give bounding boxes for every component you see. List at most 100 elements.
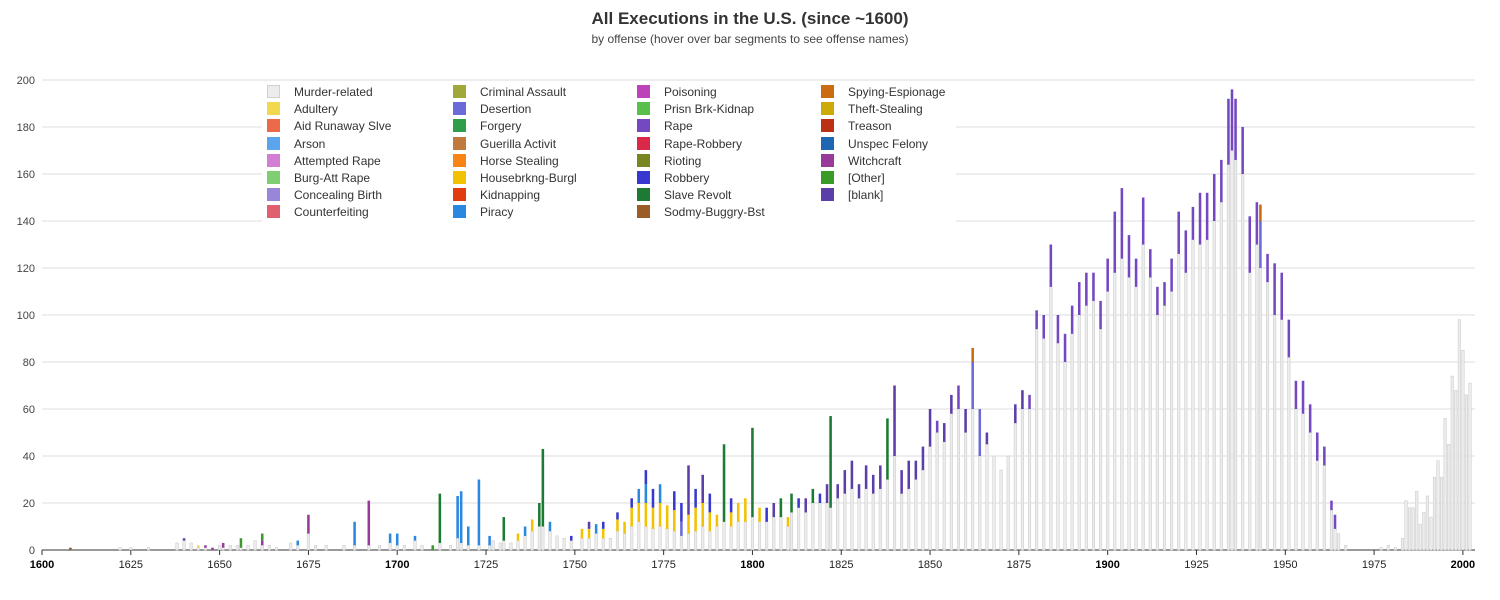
bar-segment[interactable]: 1834 — Murder-related: 24 <box>871 493 875 551</box>
bar-segment[interactable]: 1821 — Murder-related: 20 <box>825 502 829 551</box>
bar-segment[interactable]: 1756 — Murder-related: 7 <box>594 533 598 551</box>
bar-segment[interactable]: 1811 — Murder-related: 16 <box>790 512 794 551</box>
bar-segment[interactable]: 1995 — Murder-related: 56 <box>1443 418 1447 551</box>
bar-segment[interactable]: 1922 — Murder-related: 118 <box>1184 272 1188 551</box>
bar-segment[interactable]: 1710 — [Other]: 2 <box>431 545 435 550</box>
bar-segment[interactable]: 1723 — Piracy: 28 <box>477 479 481 546</box>
bar-segment[interactable]: 1788 — Housebrkng-Burgl: 8 <box>708 512 712 532</box>
bar-segment[interactable]: 1743 — Piracy: 4 <box>548 521 552 532</box>
bar-segment[interactable]: 1808 — Slave Revolt: 8 <box>779 498 783 518</box>
bar-segment[interactable]: 1644 — Adultery: 1 <box>197 545 200 548</box>
bar-segment[interactable]: 1754 — [blank]: 3 <box>587 521 591 529</box>
bar-segment[interactable]: 1854 — [blank]: 8 <box>942 423 946 442</box>
bar-segment[interactable]: 1782 — [blank]: 21 <box>687 465 690 515</box>
bar-segment[interactable]: 1959 — Rape: 12 <box>1315 432 1319 461</box>
bar-segment[interactable]: 1963 — Murder-related: 17 <box>1329 509 1333 551</box>
bar-segment[interactable]: 1898 — Murder-related: 94 <box>1099 328 1103 551</box>
bar-segment[interactable]: 1848 — [blank]: 10 <box>921 446 925 471</box>
bar-segment[interactable]: 1817 — Slave Revolt: 6 <box>811 488 815 503</box>
bar-segment[interactable]: 1914 — Rape: 12 <box>1156 286 1159 315</box>
bar-segment[interactable]: 1718 — Murder-related: 3 <box>459 542 463 551</box>
bar-segment[interactable]: 1856 — [blank]: 8 <box>950 394 953 414</box>
bar-segment[interactable]: 1815 — [blank]: 6 <box>804 498 808 513</box>
bar-segment[interactable]: 1792 — Murder-related: 12 <box>722 521 726 551</box>
bar-segment[interactable]: 1910 — Murder-related: 130 <box>1141 244 1145 551</box>
bar-segment[interactable]: 1981 — Murder-related: 1 <box>1393 547 1397 551</box>
bar-segment[interactable]: 1822 — Slave Revolt: 39 <box>829 416 832 508</box>
bar-segment[interactable]: 1745 — Murder-related: 6 <box>555 535 559 551</box>
bar-segment[interactable]: 1747 — Murder-related: 5 <box>562 538 566 551</box>
bar-segment[interactable]: 1680 — Murder-related: 2 <box>324 545 328 551</box>
bar-segment[interactable]: 1932 — Rape: 18 <box>1220 159 1223 203</box>
bar-segment[interactable]: 1770 — Murder-related: 10 <box>644 526 648 551</box>
bar-segment[interactable]: 1938 — Murder-related: 160 <box>1241 173 1245 551</box>
bar-segment[interactable]: 1766 — Robbery: 4 <box>630 498 633 508</box>
bar-segment[interactable]: 1790 — Housebrkng-Burgl: 5 <box>715 514 719 527</box>
bar-segment[interactable]: 1670 — Murder-related: 3 <box>289 542 293 551</box>
bar-segment[interactable]: 1844 — Murder-related: 26 <box>907 488 911 551</box>
bar-segment[interactable]: 1784 — Robbery: 8 <box>694 488 697 508</box>
bar-segment[interactable]: 1942 — Rape: 18 <box>1255 202 1259 245</box>
bar-segment[interactable]: 1914 — Murder-related: 100 <box>1155 314 1159 551</box>
bar-segment[interactable]: 1836 — Murder-related: 26 <box>878 488 882 551</box>
bar-segment[interactable]: 1906 — Murder-related: 116 <box>1127 277 1131 551</box>
bar-segment[interactable]: 1819 — Robbery: 4 <box>818 493 822 503</box>
bar-segment[interactable]: 1943 — Desertion: 20 <box>1259 221 1262 268</box>
bar-segment[interactable]: 1715 — Murder-related: 2 <box>448 545 453 551</box>
bar-segment[interactable]: 1712 — Murder-related: 3 <box>438 542 442 551</box>
bar-segment[interactable]: 1930 — Murder-related: 140 <box>1212 220 1216 551</box>
bar-segment[interactable]: 1778 — Housebrkng-Burgl: 9 <box>673 510 676 532</box>
bar-segment[interactable]: 1758 — Robbery: 3 <box>601 521 605 529</box>
bar-segment[interactable]: 1642 — Murder-related: 3 <box>189 542 193 551</box>
bar-segment[interactable]: 1810 — Housebrkng-Burgl: 4 <box>786 517 790 527</box>
bar-segment[interactable]: 1955 — Murder-related: 58 <box>1301 413 1305 551</box>
bar-segment[interactable]: 1852 — Murder-related: 50 <box>935 432 939 551</box>
bar-segment[interactable]: 1997 — Murder-related: 74 <box>1450 375 1454 551</box>
bar-segment[interactable]: 1651 — Witchcraft: 2 <box>221 542 225 548</box>
bar-segment[interactable]: 1916 — Rape: 10 <box>1163 282 1166 306</box>
bar-segment[interactable]: 1780 — Murder-related: 6 <box>679 535 683 551</box>
bar-segment[interactable]: 2002 — Murder-related: 71 <box>1468 382 1472 551</box>
bar-segment[interactable]: 1774 — Murder-related: 10 <box>658 526 662 551</box>
bar-segment[interactable]: 1774 — Piracy: 8 <box>658 484 662 503</box>
bar-segment[interactable]: 1723 — Murder-related: 2 <box>477 545 481 551</box>
bar-segment[interactable]: 1932 — Murder-related: 148 <box>1219 201 1223 551</box>
bar-segment[interactable]: 1832 — Murder-related: 26 <box>864 488 868 551</box>
bar-segment[interactable]: 1991 — Murder-related: 14 <box>1429 516 1433 551</box>
bar-segment[interactable]: 1826 — [blank]: 10 <box>843 470 847 494</box>
bar-segment[interactable]: 1796 — Housebrkng-Burgl: 8 <box>736 503 740 522</box>
bar-segment[interactable]: 1864 — Murder-related: 40 <box>978 455 982 551</box>
bar-segment[interactable]: 1770 — Housebrkng-Burgl: 10 <box>644 503 648 527</box>
bar-segment[interactable]: 1651 — Murder-related: 1 <box>221 547 225 551</box>
bar-segment[interactable]: 1854 — Murder-related: 46 <box>942 441 946 551</box>
bar-segment[interactable]: 1926 — Murder-related: 130 <box>1198 244 1202 551</box>
bar-segment[interactable]: 1786 — Housebrkng-Burgl: 10 <box>701 503 704 527</box>
bar-segment[interactable]: 1996 — Murder-related: 45 <box>1447 444 1451 551</box>
bar-segment[interactable]: 1768 — Piracy: 6 <box>637 488 641 503</box>
bar-segment[interactable]: 2000 — Murder-related: 85 <box>1461 350 1465 551</box>
bar-segment[interactable]: 1780 — Desertion: 6 <box>680 521 683 536</box>
bar-segment[interactable]: 1754 — Murder-related: 5 <box>587 538 591 551</box>
bar-segment[interactable]: 1949 — Rape: 20 <box>1280 272 1284 320</box>
bar-segment[interactable]: 1884 — Murder-related: 112 <box>1049 286 1053 551</box>
bar-segment[interactable]: 1985 — Murder-related: 18 <box>1408 507 1412 551</box>
bar-segment[interactable]: 1959 — Murder-related: 38 <box>1315 460 1319 551</box>
bar-segment[interactable]: 1707 — Murder-related: 2 <box>420 545 424 551</box>
bar-segment[interactable]: 1951 — Rape: 16 <box>1287 319 1291 358</box>
bar-segment[interactable]: 1990 — Murder-related: 23 <box>1425 495 1429 551</box>
bar-segment[interactable]: 1756 — Piracy: 4 <box>594 524 598 534</box>
bar-segment[interactable]: 1912 — Murder-related: 116 <box>1148 277 1152 551</box>
bar-segment[interactable]: 1813 — Murder-related: 18 <box>797 507 801 551</box>
bar-segment[interactable]: 1928 — Rape: 20 <box>1205 192 1209 240</box>
bar-segment[interactable]: 1794 — Murder-related: 10 <box>729 526 733 551</box>
bar-segment[interactable]: 1630 — Murder-related: 1 <box>147 547 151 551</box>
bar-segment[interactable]: 1692 — Witchcraft: 19 <box>367 500 371 546</box>
bar-segment[interactable]: 1782 — Housebrkng-Burgl: 8 <box>687 514 690 534</box>
bar-segment[interactable]: 1987 — Murder-related: 25 <box>1415 491 1419 551</box>
bar-segment[interactable]: 1734 — Housebrkng-Burgl: 3 <box>516 533 520 541</box>
bar-segment[interactable]: 1810 — Murder-related: 10 <box>786 526 790 551</box>
bar-segment[interactable]: 1804 — Robbery: 6 <box>765 507 768 522</box>
bar-segment[interactable]: 1898 — Rape: 12 <box>1099 300 1102 330</box>
bar-segment[interactable]: 1772 — Murder-related: 9 <box>651 528 655 551</box>
bar-segment[interactable]: 1852 — Rape: 5 <box>935 420 939 433</box>
